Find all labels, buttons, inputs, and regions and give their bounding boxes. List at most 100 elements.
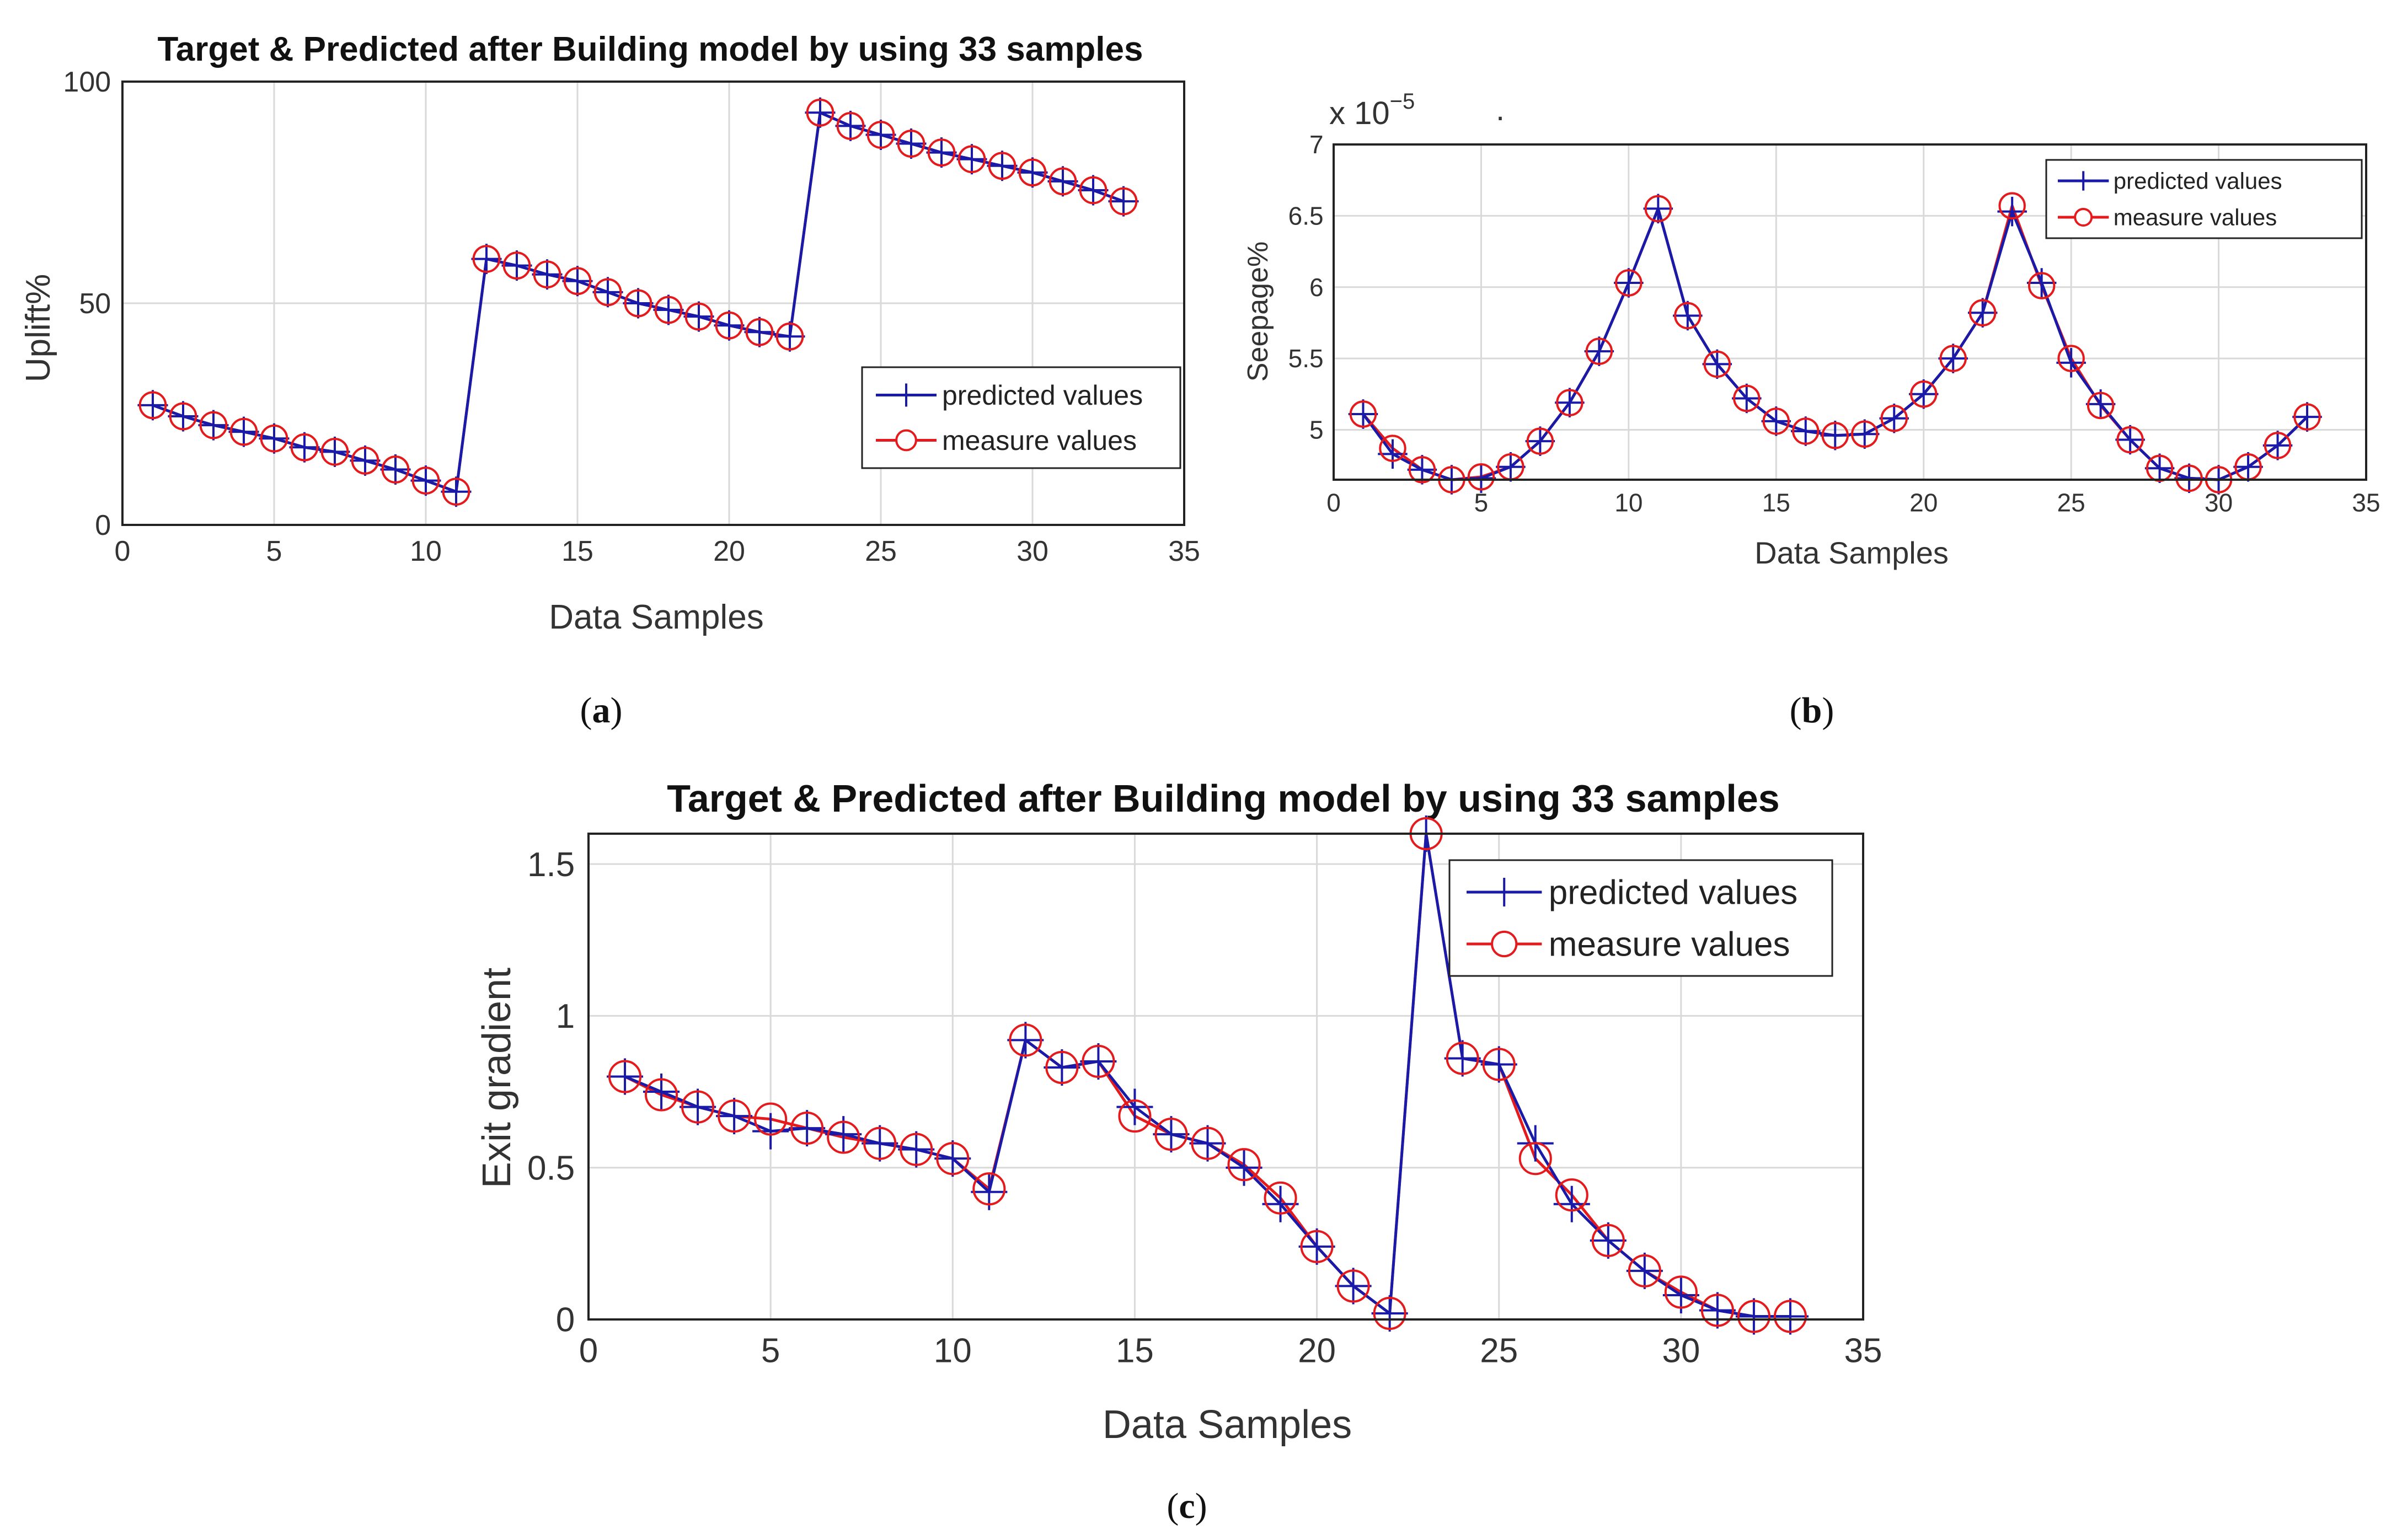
chart-c-point-measured [1191, 1126, 1224, 1160]
chart-c-ytick-label: 0 [556, 1301, 575, 1339]
chart-c-xtick-label: 15 [1116, 1332, 1154, 1370]
chart-b-point-measured [2293, 403, 2321, 431]
chart-a-point-predicted [926, 137, 957, 168]
chart-c-point-predicted [1772, 1298, 1809, 1335]
chart-b-point-predicted [1997, 196, 2027, 227]
chart-b-point-predicted [2144, 453, 2175, 484]
chart-a-point-measured [351, 447, 379, 475]
chart-c-xtick-label: 35 [1844, 1332, 1882, 1370]
chart-b-point-measured [1733, 384, 1761, 412]
chart-c-point-predicted [898, 1131, 935, 1168]
chart-a-point-measured [563, 267, 592, 296]
chart-a-ytick-label: 0 [95, 509, 111, 541]
chart-a-point-predicted [289, 432, 320, 463]
chart-c-point-predicted [1189, 1125, 1226, 1162]
chart-a-point-measured [806, 98, 834, 127]
chart-c-point-predicted [1444, 1040, 1481, 1077]
chart-panel-c: Target & Predicted after Building model … [475, 777, 1882, 1526]
chart-c-point-measured [1118, 1099, 1152, 1133]
chart-c-point-predicted [752, 1113, 789, 1150]
chart-c-point-measured [1446, 1042, 1479, 1075]
chart-a-point-predicted [623, 288, 654, 319]
chart-a-point-predicted [137, 390, 168, 421]
chart-c-ytick-label: 0.5 [527, 1149, 575, 1187]
chart-panel-b: x 10−5 . Data Samples Seepage% (b) 0 5 10 1… [1242, 89, 2380, 731]
chart-b-legend-label-predicted: predicted values [2114, 168, 2282, 194]
chart-a-point-measured [988, 152, 1017, 180]
chart-b-point-measured [1644, 195, 1672, 223]
chart-c-xlabel: Data Samples [1103, 1403, 1352, 1447]
chart-b-point-measured [1851, 420, 1879, 448]
chart-b-point-measured [1379, 434, 1406, 462]
chart-a-ytick-label: 50 [79, 288, 111, 320]
chart-a-point-measured [1079, 176, 1108, 205]
chart-c-point-predicted [716, 1098, 753, 1135]
chart-a-caption-letter: a [592, 690, 611, 731]
chart-b-xtick-label: 15 [1762, 489, 1790, 517]
chart-a-point-predicted [835, 110, 866, 141]
chart-b-point-measured [2264, 432, 2292, 459]
chart-b-point-measured [2087, 391, 2115, 420]
chart-b-point-measured [1585, 337, 1613, 365]
chart-c-point-measured [1628, 1254, 1661, 1287]
chart-c-point-measured [1518, 1142, 1552, 1176]
chart-a-point-measured [320, 437, 349, 466]
chart-c-xtick-label: 5 [761, 1332, 780, 1370]
chart-b-point-predicted [2056, 348, 2086, 378]
chart-c-legend-label-predicted: predicted values [1549, 874, 1798, 912]
chart-c-point-predicted [1262, 1185, 1299, 1222]
chart-a-point-measured [957, 145, 986, 174]
chart-b-point-measured [1674, 302, 1702, 330]
chart-a-xtick-label: 30 [1017, 535, 1048, 567]
chart-a-point-predicted [410, 465, 441, 496]
chart-a-point-predicted [532, 259, 563, 290]
chart-b-point-measured [2057, 345, 2085, 372]
chart-b-point-predicted [1614, 268, 1644, 298]
chart-b-xlabel: Data Samples [1754, 535, 1949, 570]
chart-b-point-measured [1556, 389, 1583, 417]
chart-b-point-predicted [1466, 463, 1496, 493]
chart-b-point-measured [1349, 400, 1377, 428]
chart-c-legend-label-measured: measure values [1549, 926, 1790, 964]
chart-b-point-measured [1998, 192, 2026, 219]
chart-a-point-measured [1109, 187, 1138, 216]
chart-b-multiplier-base: x 10 [1329, 95, 1390, 131]
chart-c-point-measured [1300, 1230, 1334, 1263]
chart-c-ylabel: Exit gradient [475, 968, 519, 1188]
chart-a-point-predicted [471, 244, 502, 275]
chart-a-point-measured [290, 433, 319, 462]
chart-a-point-predicted [592, 277, 623, 308]
chart-c-point-predicted [1626, 1252, 1663, 1289]
chart-a-point-predicted [1017, 157, 1048, 188]
chart-a-legend-label-measured: measure values [942, 425, 1137, 456]
chart-b-point-measured [1703, 350, 1731, 378]
chart-b-axes-frame [1333, 143, 2367, 481]
chart-a-point-measured [684, 302, 713, 331]
chart-a-point-predicted [987, 151, 1018, 181]
chart-b-point-predicted [2292, 402, 2322, 432]
chart-c-point-predicted [1044, 1049, 1080, 1086]
chart-b-xtick-label: 0 [1326, 489, 1341, 517]
chart-a-axes-frame [121, 81, 1185, 526]
chart-a-xtick-label: 5 [266, 535, 282, 567]
chart-b-point-predicted [1378, 439, 1408, 469]
chart-b-point-measured [1615, 269, 1643, 297]
chart-b-point-predicted [1702, 349, 1732, 379]
chart-a-point-predicted [774, 321, 805, 352]
chart-a-title: Target & Predicted after Building model … [158, 30, 1143, 68]
chart-a-xtick-label: 25 [865, 535, 897, 567]
chart-c-point-predicted [607, 1058, 644, 1095]
chart-c-point-measured [1082, 1044, 1115, 1078]
chart-c-point-measured [827, 1120, 860, 1154]
chart-b-multiplier-exp: −5 [1390, 89, 1415, 114]
chart-b-stray-mark: . [1496, 92, 1505, 127]
chart-c-point-predicted [1699, 1292, 1736, 1329]
chart-b-point-predicted [2262, 431, 2293, 460]
chart-a-point-predicted [198, 410, 229, 441]
chart-a-point-predicted [380, 454, 411, 485]
chart-a-point-measured [442, 477, 470, 506]
chart-a-point-predicted [562, 266, 593, 297]
chart-a-point-predicted [714, 310, 745, 341]
chart-b-point-predicted [1879, 404, 1909, 433]
chart-c-point-measured [1664, 1275, 1698, 1309]
